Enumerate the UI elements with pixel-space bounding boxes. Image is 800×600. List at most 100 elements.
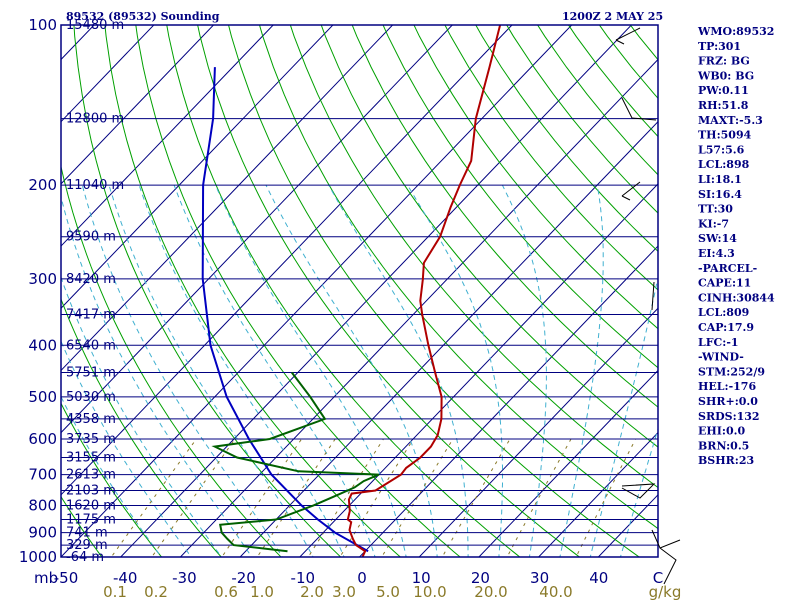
pressure-tick-label: 200 <box>28 176 57 194</box>
dry-adiabat <box>61 402 163 557</box>
isotherm-line <box>120 25 633 557</box>
height-label: 5030 m <box>66 390 116 405</box>
stat-line: LFC:-1 <box>698 336 739 349</box>
mixing-ratio-label: 40.0 <box>539 583 572 600</box>
stat-line: WB0: BG <box>697 69 754 82</box>
stat-line: SW:14 <box>698 232 737 245</box>
stat-line: RH:51.8 <box>698 99 749 112</box>
height-label: 329 m <box>66 538 108 553</box>
stat-line: CAP:17.9 <box>698 321 754 334</box>
temperature-tick-label: -20 <box>231 569 256 587</box>
mixing-ratio-label: 2.0 <box>300 583 324 600</box>
isotherm-line <box>239 120 658 557</box>
moist-adiabat <box>61 339 192 557</box>
wind-barbs <box>615 27 681 585</box>
mixing-ratio-line <box>307 438 384 557</box>
isotherm-line <box>61 25 155 123</box>
height-label: 4358 m <box>66 412 116 427</box>
pressure-tick-label: 300 <box>28 270 57 288</box>
wind-barb <box>615 27 641 45</box>
stat-line: TH:5094 <box>698 129 752 142</box>
moist-adiabat <box>407 184 503 557</box>
station-title: 89532 (89532) Sounding <box>66 10 220 23</box>
mixing-ratio-line <box>575 438 637 557</box>
pressure-tick-label: 500 <box>28 388 57 406</box>
pressure-tick-label: 400 <box>28 336 57 354</box>
isotherm-line <box>61 25 334 309</box>
pressure-tick-label: 700 <box>28 466 57 484</box>
height-label: 741 m <box>66 526 108 541</box>
isotherm-line <box>358 245 658 557</box>
temperature-tick-label: 0 <box>357 569 367 587</box>
mixing-ratio-line <box>256 438 336 557</box>
moist-adiabat <box>559 185 604 557</box>
mixing-ratio-label: 3.0 <box>332 583 356 600</box>
temperature-tick-label: -30 <box>172 569 197 587</box>
stat-line: KI:-7 <box>698 217 729 230</box>
height-label: 9590 m <box>66 230 116 245</box>
stat-line: TP:301 <box>698 40 741 53</box>
parcel-trace <box>201 67 369 553</box>
stat-line: SHR+:0.0 <box>698 395 758 408</box>
temperature-tick-label: 10 <box>412 569 431 587</box>
isotherm-line <box>61 25 215 185</box>
stat-line: LCL:898 <box>698 158 750 171</box>
stat-line: -PARCEL- <box>698 262 757 275</box>
sounding-profiles <box>201 25 502 557</box>
stat-line: WMO:89532 <box>697 25 774 38</box>
stat-line: SRDS:132 <box>698 410 760 423</box>
isotherm-line <box>61 25 274 247</box>
temperature-tick-label: -50 <box>54 569 79 587</box>
isotherm-line <box>61 25 513 496</box>
pressure-tick-label: 900 <box>28 524 57 542</box>
wind-barb <box>621 181 641 201</box>
moist-adiabat <box>138 184 345 557</box>
height-label: 15480 m <box>66 18 124 33</box>
stat-line: EHI:0.0 <box>698 425 745 438</box>
moist-adiabat <box>61 275 223 557</box>
moist-adiabat <box>173 184 376 557</box>
height-label: 11040 m <box>66 178 124 193</box>
stat-line: L57:5.6 <box>698 143 745 156</box>
mixing-ratio-line <box>381 438 454 557</box>
isotherm-line <box>537 431 658 557</box>
pressure-tick-label: 100 <box>28 16 57 34</box>
mixing-ratio-label: 1.0 <box>250 583 274 600</box>
isotherm-line <box>478 369 658 557</box>
mixing-ratio-label: 0.1 <box>103 583 127 600</box>
height-label: -64 m <box>66 550 104 565</box>
plot-frame <box>60 24 659 558</box>
mixing-ratio-label: g/kg <box>649 583 682 600</box>
stat-line: FRZ: BG <box>698 55 750 68</box>
stat-line: CAPE:11 <box>698 277 751 290</box>
temperature-trace <box>346 25 502 557</box>
temperature-tick-label: -40 <box>113 569 138 587</box>
height-label: 5751 m <box>66 366 116 381</box>
stat-line: EI:4.3 <box>698 247 735 260</box>
stat-line: PW:0.11 <box>698 84 749 97</box>
height-label: 1620 m <box>66 498 116 513</box>
pressure-unit-label: mb <box>34 569 58 587</box>
height-label: 6540 m <box>66 338 116 353</box>
temperature-tick-label: 40 <box>589 569 608 587</box>
dry-adiabat <box>61 495 103 557</box>
height-label: 12800 m <box>66 112 124 127</box>
stat-line: HEL:-176 <box>698 380 756 393</box>
pressure-tick-label: 600 <box>28 430 57 448</box>
dry-adiabat <box>61 297 222 557</box>
moist-adiabat <box>81 184 283 557</box>
moist-adiabat <box>61 395 162 557</box>
isotherm-line <box>61 25 573 557</box>
height-label: 7417 m <box>66 307 116 322</box>
moist-adiabat <box>108 184 314 557</box>
height-label: 8420 m <box>66 272 116 287</box>
sounding-time: 1200Z 2 MAY 25 <box>562 10 663 23</box>
wind-barb <box>621 97 657 121</box>
isotherm-line <box>179 58 658 557</box>
dewpoint-trace <box>211 371 380 553</box>
mixing-ratio-label: 0.6 <box>214 583 238 600</box>
stat-line: MAXT:-5.3 <box>698 114 763 127</box>
